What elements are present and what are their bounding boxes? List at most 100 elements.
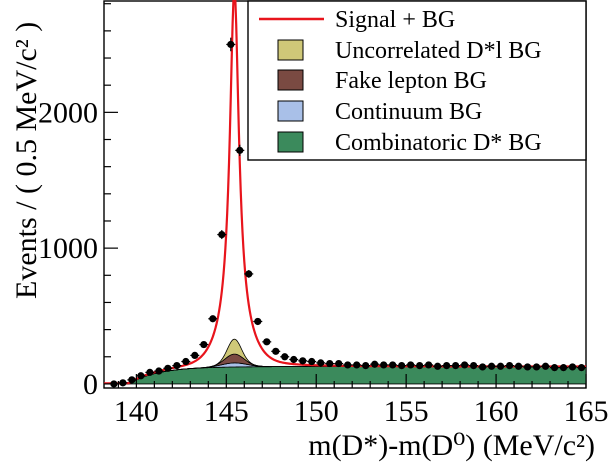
data-marker bbox=[514, 362, 523, 370]
legend-box bbox=[247, 0, 587, 161]
data-marker bbox=[478, 363, 487, 371]
data-point bbox=[118, 379, 128, 387]
data-point bbox=[505, 361, 515, 370]
data-marker bbox=[182, 357, 190, 366]
legend-item: Signal + BG bbox=[259, 7, 455, 33]
data-marker bbox=[119, 379, 127, 387]
data-marker bbox=[577, 364, 586, 372]
data-point bbox=[343, 361, 353, 369]
stacked-background-fills bbox=[104, 338, 587, 385]
data-marker bbox=[290, 355, 298, 364]
legend-item: Fake lepton BG bbox=[277, 68, 487, 94]
legend: Signal + BG Uncorrelated D*l BG Fake lepto… bbox=[247, 0, 587, 161]
data-point bbox=[451, 361, 461, 370]
y-axis-title: Events / ( 0.5 MeV/c² ) bbox=[10, 22, 43, 299]
x-axis: 140 145 150 155 160 165 bbox=[114, 374, 609, 428]
data-point bbox=[415, 361, 425, 370]
legend-item: Continuum BG bbox=[277, 99, 482, 125]
data-marker bbox=[218, 230, 226, 239]
data-marker bbox=[299, 357, 307, 365]
data-point bbox=[397, 361, 407, 370]
data-point bbox=[361, 361, 371, 370]
data-marker bbox=[469, 361, 478, 370]
data-point bbox=[532, 363, 542, 371]
data-point bbox=[433, 362, 443, 370]
legend-items: Signal + BG Uncorrelated D*l BG Fake lepto… bbox=[259, 7, 542, 156]
data-marker bbox=[416, 361, 424, 370]
data-marker bbox=[541, 362, 550, 370]
data-point bbox=[127, 376, 137, 384]
data-marker bbox=[236, 146, 244, 154]
data-point bbox=[550, 364, 560, 372]
data-marker bbox=[254, 317, 262, 326]
data-point bbox=[172, 361, 182, 370]
data-marker bbox=[559, 364, 568, 372]
data-marker bbox=[272, 347, 280, 355]
data-point bbox=[442, 361, 452, 370]
data-marker bbox=[137, 372, 145, 380]
data-marker bbox=[362, 361, 370, 370]
x-tick-label: 165 bbox=[564, 395, 609, 428]
x-tick-label: 140 bbox=[114, 395, 159, 428]
data-marker bbox=[164, 364, 172, 372]
data-point bbox=[478, 363, 488, 371]
data-point bbox=[334, 359, 344, 368]
data-marker bbox=[245, 270, 253, 278]
data-point bbox=[190, 351, 200, 360]
data-marker bbox=[461, 361, 469, 369]
data-point bbox=[262, 338, 272, 346]
y-tick-label: 0 bbox=[83, 368, 98, 401]
data-point bbox=[568, 363, 578, 371]
data-point bbox=[379, 361, 389, 369]
data-point bbox=[406, 361, 416, 369]
data-point bbox=[136, 372, 146, 380]
data-point bbox=[145, 368, 155, 376]
data-point bbox=[271, 347, 281, 355]
data-point bbox=[253, 317, 263, 326]
data-point bbox=[514, 362, 524, 370]
data-marker bbox=[155, 367, 163, 375]
data-marker bbox=[568, 363, 577, 371]
y-tick-label: 1000 bbox=[38, 232, 98, 265]
y-tick-label: 2000 bbox=[38, 96, 98, 129]
data-marker bbox=[317, 359, 325, 367]
data-point bbox=[154, 367, 164, 375]
data-point bbox=[424, 361, 434, 369]
y-axis: 0 1000 2000 bbox=[38, 3, 118, 401]
data-marker bbox=[523, 363, 532, 371]
legend-label: Signal + BG bbox=[335, 7, 455, 33]
legend-box-swatch bbox=[277, 39, 304, 61]
data-point bbox=[289, 355, 299, 364]
x-tick-label: 155 bbox=[384, 395, 429, 428]
data-marker bbox=[443, 361, 451, 370]
data-point bbox=[208, 315, 218, 323]
data-point bbox=[244, 270, 254, 278]
data-point bbox=[496, 362, 506, 370]
data-marker bbox=[326, 359, 334, 368]
data-marker bbox=[227, 40, 235, 49]
data-marker bbox=[425, 361, 433, 369]
data-point bbox=[370, 360, 380, 368]
legend-item: Uncorrelated D*l BG bbox=[277, 38, 542, 64]
data-marker bbox=[487, 362, 496, 370]
data-point bbox=[226, 37, 236, 52]
x-axis-title: m(D*)-m(D⁰) (MeV/c²) bbox=[308, 429, 595, 462]
data-marker bbox=[389, 361, 397, 369]
data-marker bbox=[371, 360, 379, 368]
data-marker bbox=[398, 361, 406, 370]
data-marker bbox=[308, 357, 316, 366]
data-point bbox=[217, 230, 227, 240]
legend-item: Combinatoric D* BG bbox=[277, 130, 542, 156]
x-tick-label: 145 bbox=[204, 395, 249, 428]
data-marker bbox=[200, 340, 208, 349]
data-marker bbox=[209, 315, 217, 323]
data-point bbox=[298, 357, 308, 365]
data-point bbox=[559, 364, 569, 372]
uncorrelated-bg-fill bbox=[104, 338, 586, 385]
data-marker bbox=[263, 338, 271, 346]
data-marker bbox=[380, 361, 388, 369]
data-point bbox=[325, 359, 335, 368]
data-marker bbox=[550, 364, 559, 372]
data-point bbox=[577, 364, 586, 372]
data-point bbox=[460, 361, 470, 369]
